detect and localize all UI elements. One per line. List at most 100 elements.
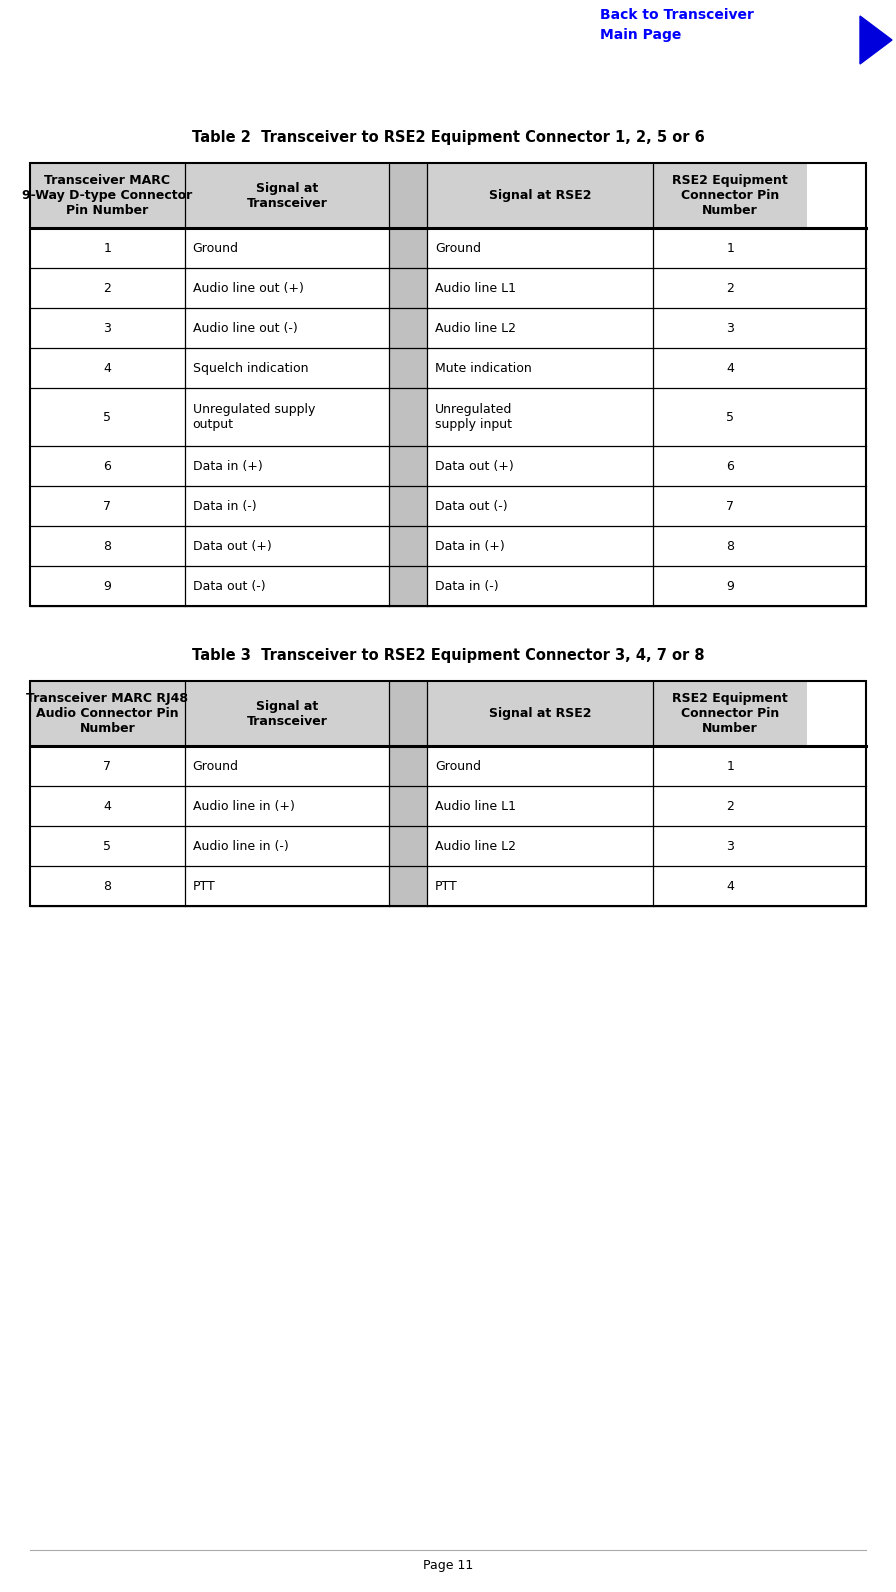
Text: 6: 6 bbox=[727, 460, 734, 473]
Text: 8: 8 bbox=[103, 540, 111, 552]
Bar bbox=[390, 786, 427, 826]
Bar bbox=[185, 747, 390, 786]
Bar bbox=[185, 267, 390, 309]
Bar bbox=[30, 349, 185, 388]
Bar bbox=[30, 747, 185, 786]
Bar bbox=[653, 826, 807, 866]
Bar bbox=[30, 267, 185, 309]
Text: Ground: Ground bbox=[435, 759, 481, 772]
Bar bbox=[185, 786, 390, 826]
Polygon shape bbox=[860, 16, 892, 64]
Bar bbox=[30, 446, 185, 486]
Text: Squelch indication: Squelch indication bbox=[193, 361, 308, 374]
Text: Audio line L1: Audio line L1 bbox=[435, 282, 516, 295]
Bar bbox=[390, 388, 427, 446]
Bar bbox=[30, 162, 866, 607]
Text: 7: 7 bbox=[726, 500, 734, 513]
Bar bbox=[653, 786, 807, 826]
Bar bbox=[30, 162, 866, 228]
Text: 1: 1 bbox=[727, 242, 734, 255]
Bar bbox=[185, 567, 390, 607]
Bar bbox=[30, 162, 185, 228]
Text: Audio line out (-): Audio line out (-) bbox=[193, 322, 297, 334]
Bar bbox=[390, 267, 427, 309]
Bar bbox=[30, 525, 185, 567]
Text: Table 3  Transceiver to RSE2 Equipment Connector 3, 4, 7 or 8: Table 3 Transceiver to RSE2 Equipment Co… bbox=[192, 648, 704, 664]
Text: Data in (-): Data in (-) bbox=[435, 579, 499, 592]
Text: Data in (-): Data in (-) bbox=[193, 500, 256, 513]
Bar bbox=[185, 486, 390, 525]
Text: Data in (+): Data in (+) bbox=[435, 540, 504, 552]
Text: 2: 2 bbox=[727, 799, 734, 812]
Text: 3: 3 bbox=[727, 322, 734, 334]
Bar bbox=[653, 567, 807, 607]
Text: 7: 7 bbox=[103, 759, 111, 772]
Bar bbox=[185, 525, 390, 567]
Text: 4: 4 bbox=[727, 880, 734, 893]
Bar bbox=[653, 866, 807, 906]
Bar bbox=[390, 309, 427, 349]
Text: Audio line L1: Audio line L1 bbox=[435, 799, 516, 812]
Bar bbox=[427, 388, 653, 446]
Text: Data in (+): Data in (+) bbox=[193, 460, 263, 473]
Text: 9: 9 bbox=[727, 579, 734, 592]
Bar bbox=[30, 826, 185, 866]
Text: Signal at
Transceiver: Signal at Transceiver bbox=[246, 181, 328, 210]
Bar bbox=[653, 747, 807, 786]
Bar bbox=[653, 309, 807, 349]
Text: 4: 4 bbox=[103, 799, 111, 812]
Text: Audio line L2: Audio line L2 bbox=[435, 322, 516, 334]
Text: Data out (+): Data out (+) bbox=[435, 460, 513, 473]
Bar bbox=[30, 309, 185, 349]
Text: Audio line in (-): Audio line in (-) bbox=[193, 839, 289, 853]
Bar bbox=[390, 567, 427, 607]
Bar bbox=[427, 681, 653, 747]
Text: 8: 8 bbox=[726, 540, 734, 552]
Bar bbox=[30, 681, 185, 747]
Bar bbox=[185, 446, 390, 486]
Text: 1: 1 bbox=[103, 242, 111, 255]
Bar bbox=[427, 786, 653, 826]
Bar bbox=[390, 228, 427, 267]
Bar bbox=[185, 309, 390, 349]
Text: 7: 7 bbox=[103, 500, 111, 513]
Bar bbox=[427, 567, 653, 607]
Text: Signal at RSE2: Signal at RSE2 bbox=[488, 707, 591, 720]
Bar bbox=[427, 267, 653, 309]
Bar bbox=[427, 162, 653, 228]
Bar bbox=[390, 866, 427, 906]
Bar bbox=[390, 349, 427, 388]
Text: Table 2  Transceiver to RSE2 Equipment Connector 1, 2, 5 or 6: Table 2 Transceiver to RSE2 Equipment Co… bbox=[192, 131, 704, 145]
Text: Ground: Ground bbox=[193, 242, 238, 255]
Bar bbox=[390, 826, 427, 866]
Text: Data out (+): Data out (+) bbox=[193, 540, 271, 552]
Bar bbox=[427, 826, 653, 866]
Bar bbox=[653, 446, 807, 486]
Text: Data out (-): Data out (-) bbox=[193, 579, 265, 592]
Bar bbox=[653, 349, 807, 388]
Bar bbox=[390, 681, 427, 747]
Text: Transceiver MARC
9-Way D-type Connector
Pin Number: Transceiver MARC 9-Way D-type Connector … bbox=[22, 174, 193, 217]
Text: 6: 6 bbox=[103, 460, 111, 473]
Bar bbox=[653, 228, 807, 267]
Text: Unregulated
supply input: Unregulated supply input bbox=[435, 403, 513, 431]
Text: 4: 4 bbox=[727, 361, 734, 374]
Bar bbox=[390, 446, 427, 486]
Bar bbox=[30, 388, 185, 446]
Text: 9: 9 bbox=[103, 579, 111, 592]
Text: Page 11: Page 11 bbox=[423, 1559, 473, 1571]
Text: Mute indication: Mute indication bbox=[435, 361, 532, 374]
Bar bbox=[185, 866, 390, 906]
Text: Signal at
Transceiver: Signal at Transceiver bbox=[246, 700, 328, 728]
Bar bbox=[427, 446, 653, 486]
Text: 5: 5 bbox=[103, 411, 111, 423]
Bar bbox=[185, 388, 390, 446]
Text: 2: 2 bbox=[103, 282, 111, 295]
Text: 8: 8 bbox=[103, 880, 111, 893]
Text: Audio line out (+): Audio line out (+) bbox=[193, 282, 304, 295]
Bar bbox=[30, 786, 185, 826]
Bar bbox=[390, 162, 427, 228]
Text: 2: 2 bbox=[727, 282, 734, 295]
Text: 4: 4 bbox=[103, 361, 111, 374]
Text: 1: 1 bbox=[727, 759, 734, 772]
